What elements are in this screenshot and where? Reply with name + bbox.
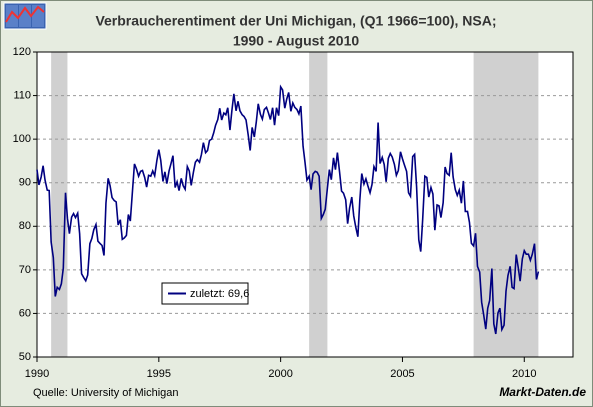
- chart-title: Verbraucherentiment der Uni Michigan, (Q…: [95, 13, 496, 29]
- x-tick-label: 2010: [512, 368, 536, 380]
- x-tick-label: 1995: [147, 368, 171, 380]
- y-tick-label: 70: [19, 264, 31, 276]
- y-tick-label: 80: [19, 220, 31, 232]
- x-tick-label: 2005: [390, 368, 414, 380]
- y-tick-label: 60: [19, 307, 31, 319]
- recession-band: [473, 52, 539, 357]
- chart-title: 1990 - August 2010: [233, 33, 360, 49]
- y-tick-label: 50: [19, 351, 31, 363]
- logo: [3, 2, 47, 30]
- y-tick-label: 90: [19, 177, 31, 189]
- y-tick-label: 110: [13, 89, 31, 101]
- y-tick-label: 100: [13, 133, 31, 145]
- legend-label: zuletzt: 69,6: [190, 288, 249, 300]
- y-tick-label: 120: [13, 46, 31, 58]
- x-tick-label: 2000: [268, 368, 292, 380]
- recession-band: [309, 52, 328, 357]
- data-line: [36, 84, 540, 335]
- brand: Markt-Daten.de: [499, 385, 586, 399]
- source: Quelle: University of Michigan: [33, 387, 179, 399]
- x-tick-label: 1990: [25, 368, 49, 380]
- legend-box: [161, 282, 249, 305]
- plot-frame: [36, 51, 574, 358]
